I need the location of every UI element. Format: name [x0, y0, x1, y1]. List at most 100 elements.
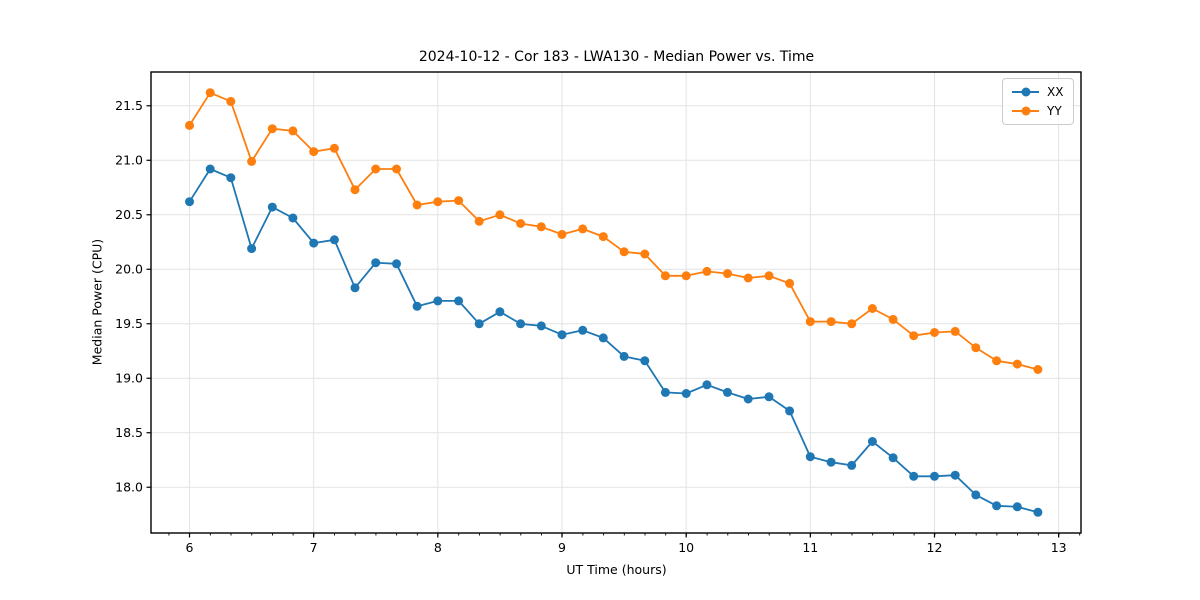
data-point-yy — [474, 216, 484, 226]
data-point-xx — [723, 387, 732, 397]
data-point-xx — [578, 325, 588, 335]
data-point-yy — [598, 232, 608, 242]
data-point-xx — [950, 470, 960, 480]
data-point-xx — [288, 213, 298, 223]
data-point-xx — [185, 197, 194, 207]
data-point-xx — [660, 387, 670, 397]
y-tick-label: 20.0 — [115, 262, 143, 277]
data-point-yy — [826, 317, 836, 327]
chart-title: 2024-10-12 - Cor 183 - LWA130 - Median P… — [418, 49, 815, 65]
data-point-xx — [619, 351, 629, 361]
data-point-yy — [454, 196, 464, 206]
data-point-yy — [660, 271, 670, 281]
data-point-yy — [267, 124, 277, 134]
legend-label: YY — [1047, 104, 1062, 118]
data-point-yy — [288, 126, 298, 136]
data-point-yy — [412, 200, 422, 210]
x-tick-label: 13 — [1051, 540, 1067, 555]
y-tick-label: 21.0 — [115, 153, 143, 168]
x-tick-label: 12 — [927, 540, 943, 555]
data-point-xx — [329, 235, 339, 245]
data-point-yy — [867, 304, 877, 313]
data-point-xx — [371, 258, 381, 268]
data-point-xx — [1033, 507, 1043, 517]
y-tick-label: 18.5 — [115, 425, 143, 440]
data-point-yy — [557, 229, 567, 239]
data-point-xx — [992, 501, 1002, 511]
data-point-xx — [205, 164, 215, 174]
legend-line-marker-icon — [1012, 106, 1039, 116]
x-axis-label: UT Time (hours) — [566, 562, 667, 577]
data-point-yy — [578, 224, 588, 234]
legend-item-yy[interactable]: YY — [1012, 105, 1063, 117]
legend: XX YY — [1002, 78, 1075, 125]
data-point-yy — [205, 88, 215, 98]
data-point-xx — [888, 453, 898, 463]
data-point-yy — [764, 271, 774, 281]
x-tick-label: 11 — [802, 540, 818, 555]
legend-dot-icon — [1021, 87, 1030, 97]
data-point-yy — [909, 331, 919, 341]
data-point-yy — [350, 185, 360, 195]
data-point-xx — [805, 452, 815, 462]
legend-label: XX — [1047, 85, 1064, 99]
data-point-xx — [826, 457, 836, 467]
data-point-yy — [371, 164, 381, 174]
data-point-yy — [1033, 365, 1043, 374]
data-point-xx — [971, 490, 981, 500]
y-tick-label: 21.5 — [115, 98, 143, 113]
data-point-yy — [971, 343, 981, 353]
data-point-xx — [495, 307, 505, 317]
data-point-xx — [226, 173, 236, 183]
data-point-xx — [847, 460, 857, 470]
data-point-xx — [309, 238, 319, 248]
data-point-yy — [702, 266, 712, 276]
y-tick-label: 19.0 — [115, 371, 143, 386]
data-point-yy — [433, 197, 443, 207]
data-point-xx — [557, 330, 567, 340]
data-point-xx — [412, 301, 422, 311]
data-point-yy — [640, 249, 650, 259]
data-point-xx — [930, 471, 939, 481]
data-point-yy — [743, 273, 753, 283]
data-point-yy — [681, 271, 691, 281]
data-point-xx — [350, 283, 360, 293]
x-tick-label: 7 — [310, 540, 318, 555]
data-point-yy — [950, 326, 960, 336]
data-point-xx — [1012, 502, 1022, 512]
data-point-yy — [992, 356, 1002, 366]
data-point-yy — [930, 328, 939, 337]
data-point-xx — [681, 389, 691, 398]
y-tick-label: 20.5 — [115, 207, 143, 222]
data-point-xx — [247, 244, 257, 254]
data-point-yy — [185, 120, 194, 130]
data-point-xx — [909, 471, 919, 481]
data-point-xx — [640, 356, 650, 366]
data-point-xx — [516, 319, 526, 329]
data-point-xx — [764, 392, 774, 402]
axes-spines — [150, 71, 1082, 534]
data-point-yy — [847, 319, 857, 329]
legend-item-xx[interactable]: XX — [1012, 86, 1063, 98]
data-point-yy — [1012, 359, 1022, 369]
data-point-yy — [226, 96, 236, 106]
data-point-xx — [536, 321, 546, 331]
x-tick-label: 9 — [558, 540, 566, 555]
data-point-yy — [392, 164, 401, 174]
y-tick-label: 18.0 — [115, 480, 143, 495]
data-point-yy — [309, 147, 319, 157]
data-point-yy — [619, 247, 629, 257]
data-point-yy — [247, 156, 257, 166]
data-point-yy — [329, 143, 339, 153]
legend-dot-icon — [1021, 106, 1030, 116]
data-point-xx — [474, 319, 484, 329]
data-point-yy — [495, 210, 505, 220]
data-line-yy — [188, 91, 1039, 371]
data-point-xx — [454, 296, 464, 306]
data-point-xx — [702, 380, 712, 390]
data-point-xx — [785, 406, 795, 416]
data-point-xx — [392, 259, 401, 269]
data-point-yy — [888, 314, 898, 324]
x-tick-label: 6 — [186, 540, 194, 555]
